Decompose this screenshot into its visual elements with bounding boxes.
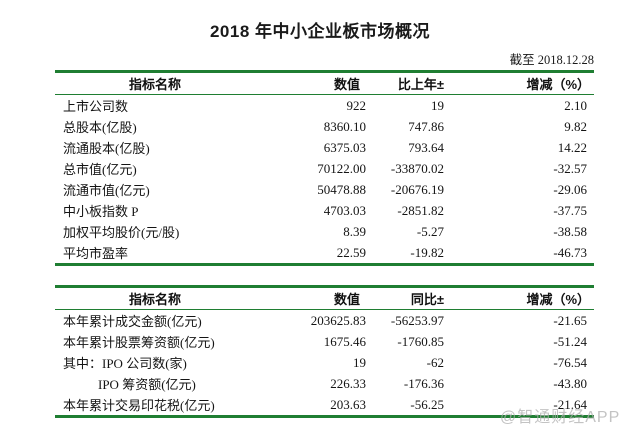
- column-header: 增减（%）: [526, 292, 590, 307]
- value-cell: 6375.03: [323, 139, 366, 155]
- table-row: 本年累计股票筹资额(亿元) 1675.46 -1760.85 -51.24: [55, 331, 594, 352]
- indicator-name-cell: 平均市盈率: [63, 246, 129, 261]
- value-cell: 203625.83: [310, 312, 366, 328]
- table-row: 流通股本(亿股) 6375.03 793.64 14.22: [55, 137, 594, 158]
- indicator-name-cell: 本年累计股票筹资额(亿元): [63, 335, 215, 350]
- column-header: 指标名称: [128, 77, 181, 92]
- change-cell: -2851.82: [397, 202, 444, 218]
- table-body: 本年累计成交金额(亿元) 203625.83 -56253.97 -21.65 本年累计…: [55, 310, 594, 417]
- table-row: 本年累计成交金额(亿元) 203625.83 -56253.97 -21.65: [55, 310, 594, 332]
- indicator-name-cell: IPO 筹资额(亿元): [98, 377, 196, 392]
- indicator-name-cell: 总股本(亿股): [63, 120, 137, 135]
- percent-change-cell: -21.64: [553, 396, 587, 412]
- value-cell: 19: [353, 354, 366, 370]
- percent-change-cell: -43.80: [553, 375, 587, 391]
- column-header: 同比±: [410, 292, 444, 307]
- table-row: 总股本(亿股) 8360.10 747.86 9.82: [55, 116, 594, 137]
- as-of-date: 截至 2018.12.28: [509, 53, 594, 67]
- column-header: 数值: [333, 292, 360, 307]
- change-cell: 19: [431, 97, 444, 113]
- percent-change-cell: -51.24: [553, 333, 587, 349]
- table-header-row: 指标名称 数值 比上年± 增减（%）: [55, 71, 594, 95]
- table-row: IPO 筹资额(亿元) 226.33 -176.36 -43.80: [55, 373, 594, 394]
- value-cell: 50478.88: [317, 181, 366, 197]
- indicator-name-cell: 流通股本(亿股): [63, 141, 150, 156]
- table-row: 本年累计交易印花税(亿元) 203.63 -56.25 -21.64: [55, 394, 594, 417]
- change-cell: -19.82: [410, 244, 444, 260]
- change-cell: 793.64: [408, 139, 444, 155]
- change-cell: -33870.02: [390, 160, 444, 176]
- indicator-name-cell: 加权平均股价(元/股): [63, 225, 180, 240]
- percent-change-cell: -38.58: [553, 223, 587, 239]
- percent-change-cell: -32.57: [553, 160, 587, 176]
- change-cell: -176.36: [403, 375, 444, 391]
- value-cell: 922: [346, 97, 367, 113]
- value-cell: 8.39: [343, 223, 366, 239]
- indicator-name-cell: 流通市值(亿元): [63, 183, 150, 198]
- column-header: 增减（%）: [526, 77, 590, 92]
- value-cell: 70122.00: [317, 160, 366, 176]
- table-row: 总市值(亿元) 70122.00 -33870.02 -32.57: [55, 158, 594, 179]
- market-overview-table-yearly: 指标名称 数值 比上年± 增减（%） 上市公司数 922 19 2.10 总股本(亿股) 836…: [55, 70, 594, 266]
- percent-change-cell: -21.65: [553, 312, 587, 328]
- change-cell: -1760.85: [397, 333, 444, 349]
- change-cell: -20676.19: [390, 181, 444, 197]
- value-cell: 22.59: [336, 244, 366, 260]
- table-row: 流通市值(亿元) 50478.88 -20676.19 -29.06: [55, 179, 594, 200]
- value-cell: 203.63: [330, 396, 366, 412]
- table-row: 平均市盈率 22.59 -19.82 -46.73: [55, 242, 594, 265]
- indicator-name-cell: 本年累计成交金额(亿元): [63, 314, 202, 329]
- watermark-zhitong-caijing-app: @智通财经APP: [500, 409, 621, 426]
- indicator-name-cell: 中小板指数 P: [63, 204, 139, 219]
- change-cell: -56.25: [410, 396, 444, 412]
- percent-change-cell: 9.82: [564, 118, 587, 134]
- column-header: 比上年±: [397, 77, 444, 92]
- table-row: 中小板指数 P 4703.03 -2851.82 -37.75: [55, 200, 594, 221]
- page-title: 2018 年中小企业板市场概况: [209, 22, 431, 41]
- table-row: 加权平均股价(元/股) 8.39 -5.27 -38.58: [55, 221, 594, 242]
- percent-change-cell: 2.10: [564, 97, 587, 113]
- change-cell: -5.27: [416, 223, 444, 239]
- indicator-name-cell: 本年累计交易印花税(亿元): [63, 398, 215, 413]
- column-header: 数值: [333, 77, 360, 92]
- percent-change-cell: -37.75: [553, 202, 587, 218]
- indicator-name-cell: 其中：IPO 公司数(家): [63, 356, 187, 371]
- change-cell: 747.86: [408, 118, 444, 134]
- value-cell: 226.33: [330, 375, 366, 391]
- percent-change-cell: 14.22: [557, 139, 587, 155]
- change-cell: -56253.97: [390, 312, 444, 328]
- percent-change-cell: -76.54: [553, 354, 587, 370]
- table-body: 上市公司数 922 19 2.10 总股本(亿股) 8360.10 747.86 9.82 流通…: [55, 95, 594, 265]
- value-cell: 4703.03: [323, 202, 366, 218]
- column-header: 指标名称: [128, 292, 181, 307]
- table-row: 其中：IPO 公司数(家) 19 -62 -76.54: [55, 352, 594, 373]
- value-cell: 1675.46: [323, 333, 366, 349]
- change-cell: -62: [426, 354, 444, 370]
- market-overview-table-cumulative: 指标名称 数值 同比± 增减（%） 本年累计成交金额(亿元) 203625.83 -562…: [55, 285, 594, 418]
- percent-change-cell: -46.73: [553, 244, 587, 260]
- indicator-name-cell: 上市公司数: [63, 99, 129, 114]
- table-row: 上市公司数 922 19 2.10: [55, 95, 594, 117]
- value-cell: 8360.10: [323, 118, 366, 134]
- percent-change-cell: -29.06: [553, 181, 587, 197]
- table-header-row: 指标名称 数值 同比± 增减（%）: [55, 286, 594, 310]
- indicator-name-cell: 总市值(亿元): [63, 162, 137, 177]
